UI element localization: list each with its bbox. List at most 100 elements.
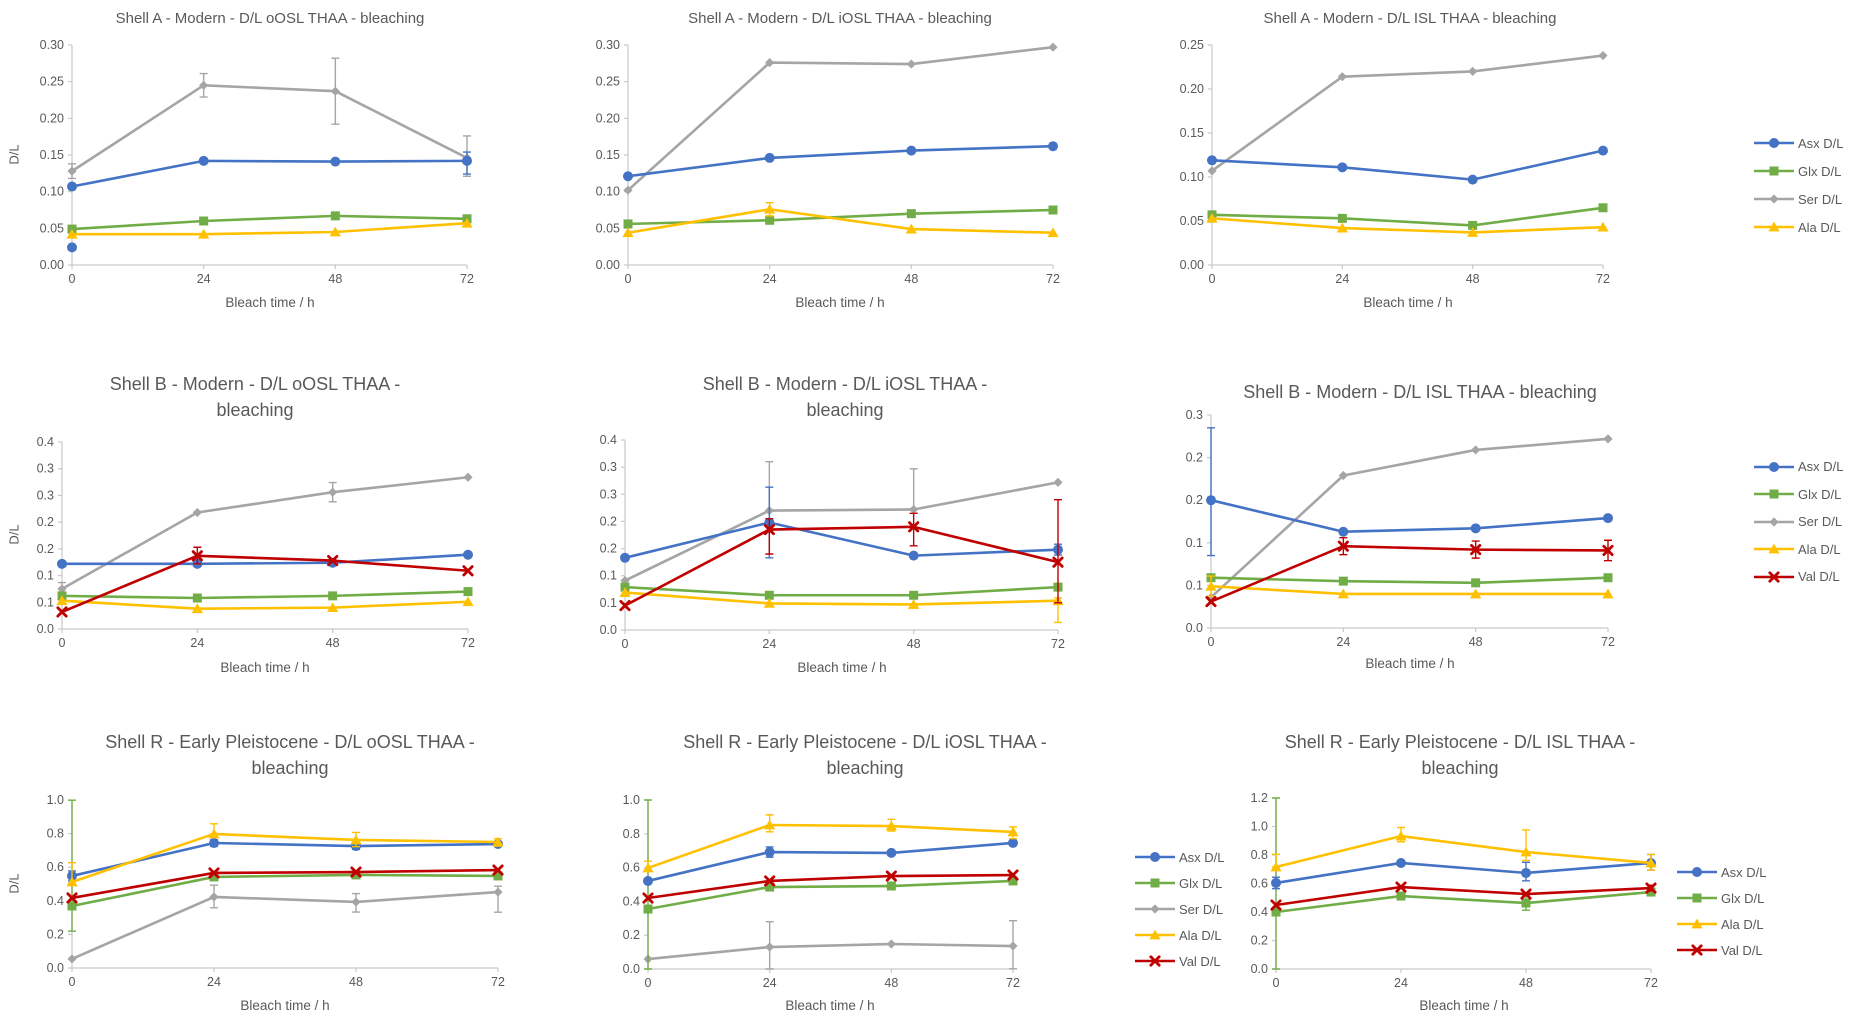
marker-ala <box>622 227 634 238</box>
legend-label: Ser D/L <box>1798 191 1843 207</box>
series-line-val <box>623 525 1060 607</box>
legend-marker <box>1150 904 1160 914</box>
legend-marker <box>1768 221 1780 232</box>
legend-marker <box>1768 571 1780 583</box>
marker-asx <box>1521 867 1531 878</box>
series-line-glx <box>623 585 1060 597</box>
marker-val <box>619 599 631 612</box>
y-tick-label: 0.0 <box>37 622 54 636</box>
y-tick-label: 0.3 <box>37 462 54 476</box>
legend-entry-ala: Ala D/L <box>1752 213 1844 241</box>
error-bar-asx <box>1207 427 1215 557</box>
x-axis-title: Bleach time / h <box>220 660 310 675</box>
marker-ser <box>493 887 503 897</box>
x-tick-label: 48 <box>1466 272 1480 286</box>
marker-val <box>1602 544 1614 557</box>
y-tick-label: 0.25 <box>40 75 64 89</box>
marker-ala <box>208 828 220 839</box>
series-line-glx <box>60 590 470 600</box>
legend-entry-asx: Asx D/L <box>1133 844 1225 870</box>
y-tick-label: 0.25 <box>1180 38 1204 52</box>
marker-ala <box>461 217 473 228</box>
marker-ala <box>764 203 776 214</box>
legend-marker <box>1149 929 1161 940</box>
legend-marker <box>1769 517 1779 527</box>
legend-entry-asx: Asx D/L <box>1675 859 1767 885</box>
marker-asx <box>1603 513 1613 524</box>
series-line-asx <box>626 144 1055 178</box>
marker-glx <box>1468 220 1478 230</box>
series-line-val <box>1274 885 1653 907</box>
y-tick-label: 0.4 <box>600 433 617 447</box>
legend-label: Glx D/L <box>1798 486 1842 502</box>
marker-glx <box>67 901 77 911</box>
series-line-ser <box>70 84 469 173</box>
legend-entry-ser: Ser D/L <box>1133 896 1225 922</box>
legend-entry-glx: Glx D/L <box>1752 157 1844 185</box>
x-tick-label: 72 <box>1644 976 1658 990</box>
y-tick-label: 0.10 <box>1180 170 1204 184</box>
legend-marker <box>1769 461 1779 472</box>
y-tick-label: 0.6 <box>623 861 640 875</box>
x-tick-label: 72 <box>1051 637 1065 651</box>
legend-marker-ser-icon <box>1135 904 1175 914</box>
x-tick-label: 72 <box>1006 976 1020 990</box>
x-tick-label: 0 <box>622 637 629 651</box>
x-tick-label: 0 <box>625 272 632 286</box>
legend-label: Val D/L <box>1179 953 1221 969</box>
marker-glx <box>1008 876 1018 886</box>
marker-glx <box>330 211 340 221</box>
legend-label: Ala D/L <box>1798 219 1841 235</box>
y-tick-label: 0.00 <box>40 258 64 272</box>
series-line-glx <box>70 873 500 908</box>
legend-marker <box>1768 543 1780 554</box>
marker-glx <box>1048 205 1058 215</box>
series-line-glx <box>70 214 469 231</box>
marker-glx <box>765 215 775 225</box>
axis-lines <box>1275 798 1651 970</box>
marker-asx <box>1470 523 1481 534</box>
marker-ser <box>1053 477 1063 487</box>
y-tick-label: 0.0 <box>1186 621 1203 635</box>
marker-ala <box>1645 857 1657 868</box>
marker-ala <box>1467 227 1479 237</box>
marker-asx <box>1207 155 1217 166</box>
x-tick-label: 0 <box>1209 272 1216 286</box>
marker-val <box>1270 899 1282 911</box>
legend-label: Asx D/L <box>1798 135 1844 151</box>
marker-ser <box>1048 42 1058 52</box>
legend-row-2: Asx D/L Glx D/L Ser D/L Ala D/L Val D/L <box>1752 453 1844 591</box>
series-line-ala <box>70 832 500 884</box>
axis-lines <box>61 442 468 630</box>
series-line-asx <box>70 841 500 878</box>
x-tick-label: 72 <box>1046 272 1060 286</box>
y-tick-label: 0.4 <box>37 435 54 449</box>
marker-val <box>908 521 920 533</box>
y-tick-label: 0.2 <box>37 542 54 556</box>
marker-ala <box>908 599 920 609</box>
series-line-ala <box>60 599 470 610</box>
x-tick-label: 0 <box>1208 635 1215 649</box>
marker-ser <box>328 487 338 497</box>
x-tick-label: 24 <box>197 272 211 286</box>
y-tick-label: 0.1 <box>600 596 617 610</box>
marker-glx <box>192 593 202 603</box>
x-tick-label: 24 <box>762 637 776 651</box>
legend-marker <box>1692 893 1702 903</box>
marker-asx <box>1008 837 1018 848</box>
legend-entry-ala: Ala D/L <box>1675 911 1767 937</box>
marker-asx <box>764 847 775 858</box>
y-tick-label: 0.2 <box>1251 934 1268 948</box>
marker-val <box>642 892 654 904</box>
chart-title-shell-b-oosl: Shell B - Modern - D/L oOSL THAA - bleac… <box>109 374 401 420</box>
x-tick-label: 24 <box>763 272 777 286</box>
marker-asx <box>908 550 919 561</box>
x-tick-label: 24 <box>207 975 221 989</box>
y-tick-label: 0.0 <box>47 961 64 975</box>
legend-marker-ala-icon <box>1754 543 1794 554</box>
marker-val <box>1052 556 1064 568</box>
marker-glx <box>1396 891 1406 901</box>
marker-asx <box>462 155 472 166</box>
marker-ser <box>330 86 340 96</box>
marker-ala <box>1597 221 1609 232</box>
